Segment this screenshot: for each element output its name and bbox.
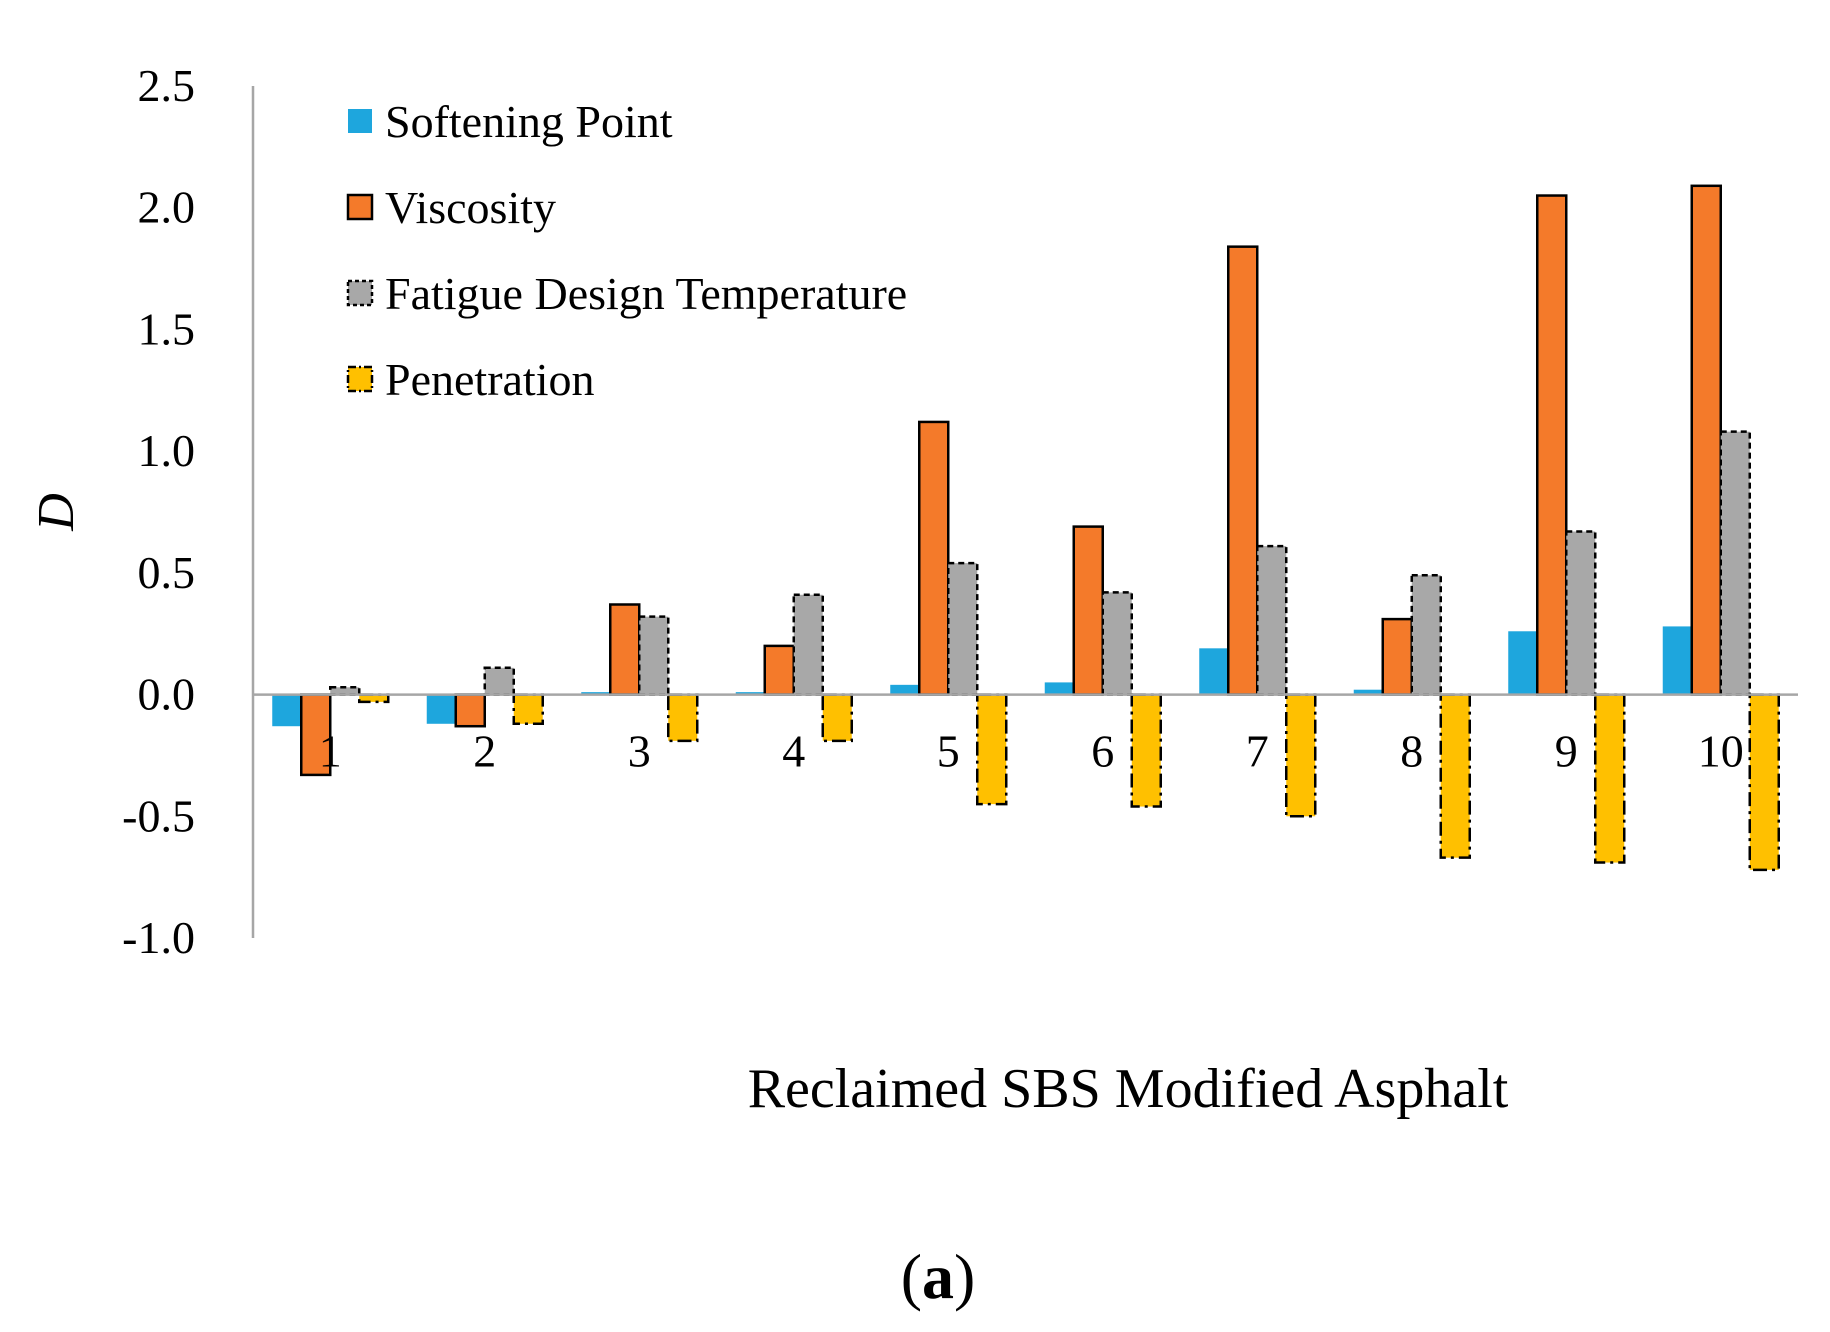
bar-viscosity — [1227, 245, 1259, 696]
y-tick-label: 1.0 — [138, 425, 196, 476]
bar-fatigue-design-temperature — [1719, 430, 1751, 696]
legend-swatch — [348, 109, 372, 133]
bar-penetration — [1130, 693, 1162, 808]
bar-penetration — [821, 693, 853, 743]
bar-softening-point — [426, 694, 456, 724]
bar-softening-point — [1044, 682, 1074, 695]
legend-label: Viscosity — [385, 182, 556, 233]
legend: Softening Point Viscosity Fatigue Design T… — [346, 96, 907, 405]
x-tick-label: 9 — [1555, 726, 1578, 777]
bar-fatigue-design-temperature — [947, 561, 979, 696]
bar-viscosity — [918, 420, 950, 696]
y-tick-label: 1.5 — [138, 303, 196, 354]
legend-label: Fatigue Design Temperature — [385, 268, 907, 319]
x-tick-label: 4 — [782, 726, 805, 777]
bar-softening-point — [890, 684, 920, 695]
bar-softening-point — [1662, 626, 1692, 695]
y-tick-label: -1.0 — [122, 912, 195, 963]
axes-group — [251, 86, 1798, 938]
x-tick-label: 8 — [1400, 726, 1423, 777]
y-tick-label: -0.5 — [122, 790, 195, 841]
bar-penetration — [1594, 693, 1626, 864]
x-tick-label: 3 — [628, 726, 651, 777]
y-tick-label: 2.0 — [138, 182, 196, 233]
bar-fatigue-design-temperature — [1565, 530, 1597, 696]
bar-penetration — [1439, 693, 1471, 859]
panel-label-close: ) — [954, 1241, 975, 1312]
bar-viscosity — [1536, 194, 1568, 696]
x-tick-label: 1 — [319, 726, 342, 777]
x-tick-label: 2 — [473, 726, 496, 777]
x-tick-label: 10 — [1698, 726, 1744, 777]
bar-fatigue-design-temperature — [792, 593, 824, 696]
y-tick-label: 0.0 — [138, 669, 196, 720]
panel-label-open: ( — [901, 1241, 922, 1312]
legend-swatch — [346, 365, 374, 393]
legend-label: Softening Point — [385, 96, 673, 147]
bar-penetration — [358, 693, 390, 704]
legend-swatch — [346, 193, 374, 221]
bar-penetration — [512, 693, 544, 726]
legend-label: Penetration — [385, 354, 595, 405]
bar-viscosity — [763, 644, 795, 696]
x-tick-label: 7 — [1246, 726, 1269, 777]
bar-penetration — [667, 693, 699, 743]
bars-group — [272, 184, 1780, 872]
x-tick-label: 5 — [937, 726, 960, 777]
x-axis-label: Reclaimed SBS Modified Asphalt — [748, 1058, 1509, 1120]
y-tick-labels: 2.5 2.0 1.5 1.0 0.5 0.0 -0.5 -1.0 — [122, 60, 195, 963]
y-tick-label: 0.5 — [138, 547, 196, 598]
bar-viscosity — [1381, 617, 1413, 696]
panel-label: (a) — [901, 1241, 976, 1312]
bar-softening-point — [1508, 631, 1538, 695]
bar-viscosity — [609, 603, 641, 696]
bar-softening-point — [1199, 648, 1229, 695]
bar-fatigue-design-temperature — [638, 615, 670, 696]
bar-fatigue-design-temperature — [1410, 574, 1442, 696]
bar-viscosity — [1072, 525, 1104, 696]
bar-softening-point — [272, 694, 302, 727]
panel-label-letter: a — [922, 1241, 954, 1312]
x-tick-label: 6 — [1091, 726, 1114, 777]
bar-penetration — [1748, 693, 1780, 872]
bar-penetration — [1285, 693, 1317, 818]
bar-viscosity — [454, 693, 486, 728]
y-tick-label: 2.5 — [138, 60, 196, 111]
x-tick-labels: 1 2 3 4 5 6 7 8 9 10 — [319, 726, 1744, 777]
bar-fatigue-design-temperature — [483, 666, 515, 696]
legend-swatch — [346, 279, 374, 307]
bar-penetration — [976, 693, 1008, 806]
bar-viscosity — [1690, 184, 1722, 696]
bar-fatigue-design-temperature — [1256, 544, 1288, 696]
bar-fatigue-design-temperature — [1101, 591, 1133, 696]
bar-softening-point — [1353, 689, 1383, 695]
y-axis-label: D — [28, 493, 85, 532]
